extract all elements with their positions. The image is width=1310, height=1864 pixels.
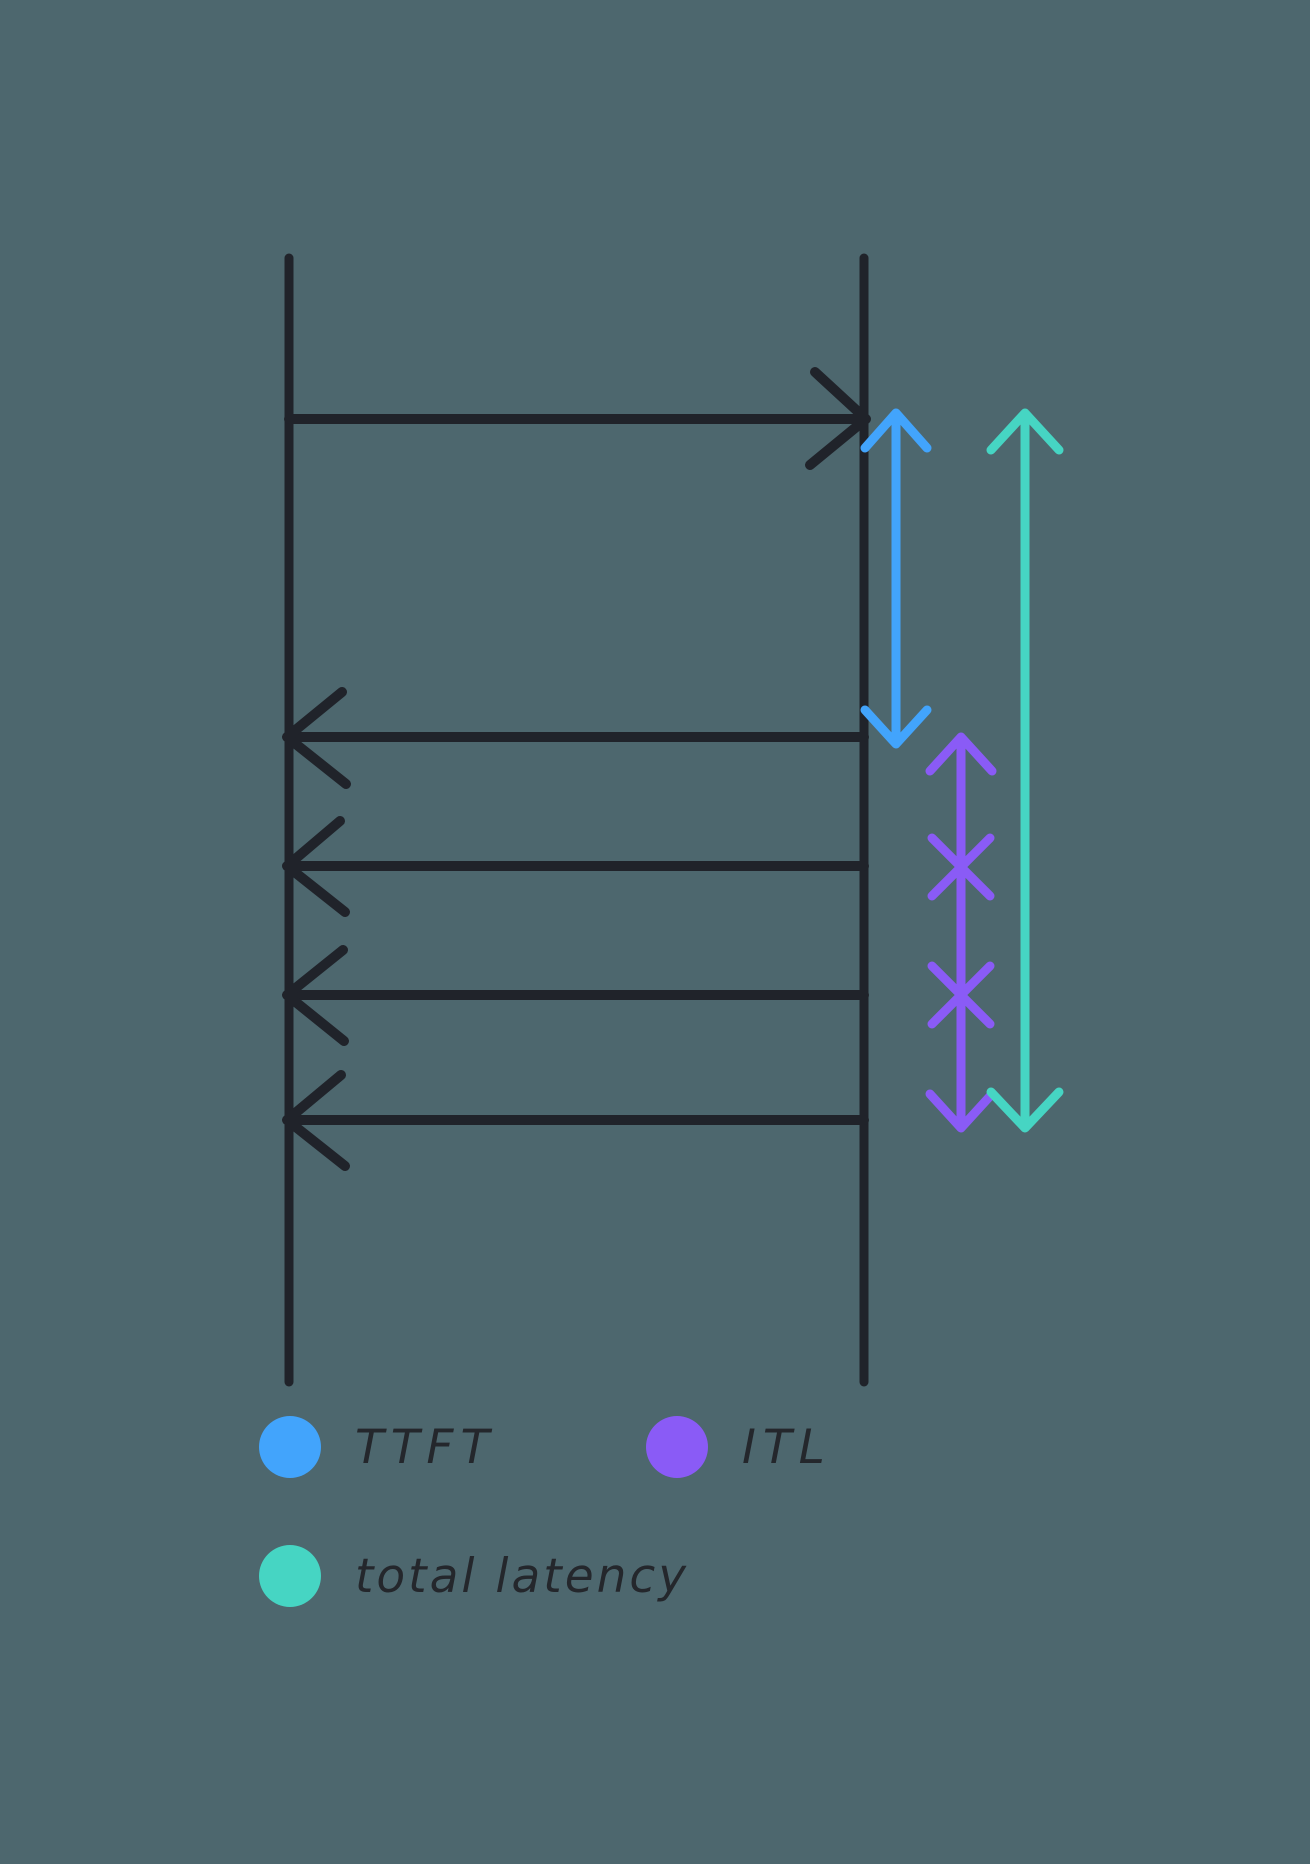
arrowhead-down-icon: [860, 705, 932, 749]
arrowhead-right-icon: [805, 367, 871, 470]
legend-label-ttft: TTFT: [355, 1419, 497, 1475]
token-tick-x-icon: [927, 961, 995, 1029]
legend-label-total-latency: total latency: [355, 1548, 690, 1604]
arrowhead-left-icon: [282, 816, 350, 917]
arrowhead-up-icon: [986, 408, 1064, 455]
token-arrow-1: [282, 687, 869, 789]
arrowhead-up-icon: [925, 732, 997, 776]
arrowhead-down-icon: [986, 1087, 1064, 1133]
arrowhead-left-icon: [282, 945, 349, 1046]
arrowhead-left-icon: [282, 1070, 350, 1171]
legend-item-ttft: TTFT: [259, 1416, 496, 1478]
legend-item-itl: ITL: [646, 1416, 832, 1478]
token-tick-x-icon: [927, 833, 995, 901]
token-arrow-4: [282, 1070, 869, 1171]
arrowhead-left-icon: [282, 687, 351, 789]
token-arrow-2: [282, 816, 869, 917]
request-arrow: [284, 367, 871, 470]
legend-item-total-latency: total latency: [259, 1545, 689, 1607]
total-latency-swatch-icon: [259, 1545, 321, 1607]
arrowhead-up-icon: [860, 408, 932, 453]
ttft-span-arrow: [860, 408, 932, 749]
ttft-swatch-icon: [259, 1416, 321, 1478]
arrowhead-down-icon: [925, 1089, 997, 1133]
total-latency-span-arrow: [986, 408, 1064, 1133]
legend-label-itl: ITL: [742, 1419, 832, 1475]
token-arrow-3: [282, 945, 869, 1046]
itl-swatch-icon: [646, 1416, 708, 1478]
itl-span-arrow: [925, 732, 997, 1133]
